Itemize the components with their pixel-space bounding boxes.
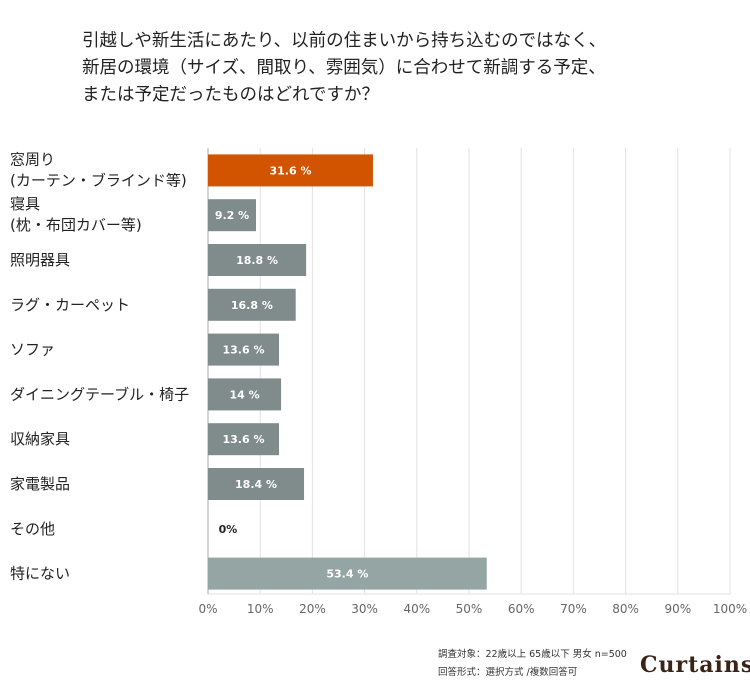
bar [208,244,307,276]
bar [208,288,296,321]
data-label: 14 % [229,388,259,401]
data-label: 18.8 % [236,254,278,267]
data-label: 13.6 % [222,433,264,446]
category-label: ソファ [10,341,55,359]
category-label: 収納家具 [10,430,70,448]
x-tick-label: 80% [612,602,639,616]
x-tick-label: 30% [351,602,378,616]
x-tick-label: 70% [560,602,587,616]
x-tick-label: 60% [508,602,535,616]
data-label: 31.6 % [269,164,311,177]
category-label: 窓周り [10,150,55,168]
bar [208,557,487,590]
title-line: 引越しや新生活にあたり、以前の住まいから持ち込むのではなく、 [82,31,607,51]
category-label: 寝具 [10,195,40,213]
data-label: 16.8 % [231,299,273,312]
x-tick-label: 40% [403,602,430,616]
footnote-target: 調査対象：22歳以上 65歳以下 男女 n=500 [438,649,627,660]
category-label: その他 [10,520,55,538]
category-label: 家電製品 [10,475,70,493]
x-tick-label: 10% [247,602,274,616]
category-label: ダイニングテーブル・椅子 [10,385,189,403]
x-tick-label: 20% [299,602,326,616]
bar [208,468,305,500]
chart-title: 引越しや新生活にあたり、以前の住まいから持ち込むのではなく、 新居の環境（サイズ… [82,28,722,109]
category-label: 特にない [10,565,70,583]
data-label: 13.6 % [222,344,264,357]
category-label: (カーテン・ブラインド等) [10,171,187,189]
x-tick-label: 50% [456,602,483,616]
data-label: 0% [219,523,238,536]
bar [208,423,279,456]
category-label: 照明器具 [10,251,70,269]
title-line: または予定だったものはどれですか？ [82,85,379,105]
category-label: ラグ・カーペット [10,296,130,314]
data-label: 9.2 % [215,209,249,222]
x-tick-label: 0% [198,602,217,616]
category-label: (枕・布団カバー等) [10,216,142,234]
title-line: 新居の環境（サイズ、間取り、雰囲気）に合わせて新調する予定、 [82,58,606,78]
curtains-logo: Curtains [640,652,750,678]
bar [208,154,373,187]
bar [208,333,279,366]
bar [208,378,282,411]
footnote-format: 回答形式：選択方式 /複数回答可 [438,667,578,678]
bar [208,199,257,232]
x-tick-label: 100% [713,602,747,616]
x-tick-label: 90% [664,602,691,616]
data-label: 18.4 % [235,478,277,491]
data-label: 53.4 % [326,568,368,581]
